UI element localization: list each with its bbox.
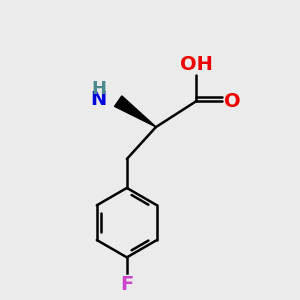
Polygon shape [115, 96, 156, 127]
Text: N: N [90, 90, 106, 109]
Text: F: F [120, 275, 134, 294]
Text: OH: OH [180, 55, 213, 74]
Text: O: O [224, 92, 240, 111]
Text: H: H [92, 80, 106, 98]
